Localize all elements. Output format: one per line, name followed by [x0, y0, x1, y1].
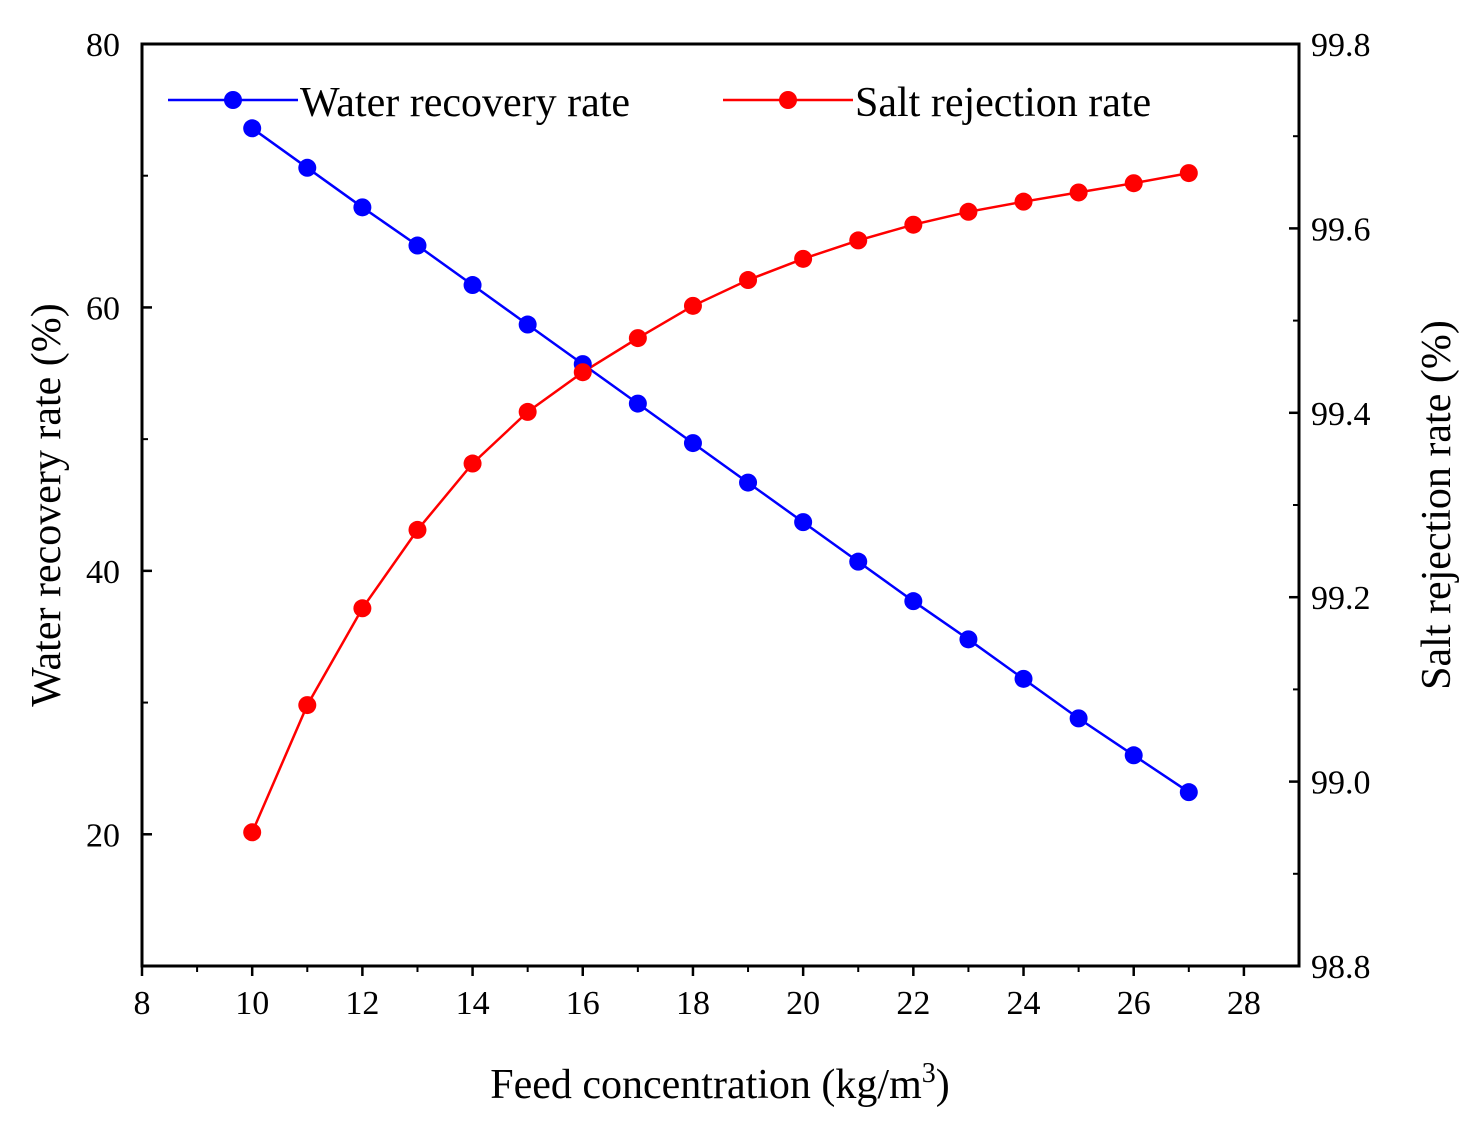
x-tick-label: 24: [1007, 985, 1041, 1022]
salt-data-point: [794, 249, 813, 268]
y-right-tick-label: 99.2: [1311, 580, 1371, 617]
y-left-tick-label: 60: [86, 290, 120, 327]
x-tick-label: 12: [345, 985, 379, 1022]
water-series-line: [251, 127, 1190, 794]
axis-ticks: 8 10 12 14 16 18 20 22 24 26 28 20 40 60 80 98.8 99.0 99.…: [86, 27, 1371, 1022]
water-data-point: [1179, 783, 1198, 802]
salt-data-point: [1069, 183, 1088, 202]
salt-data-point: [298, 696, 317, 715]
salt-data-point: [1014, 192, 1033, 211]
x-tick-label: 8: [134, 985, 151, 1022]
water-data-point: [463, 276, 482, 295]
salt-data-point: [904, 215, 923, 234]
salt-data-point: [628, 329, 647, 348]
legend-water-label: Water recovery rate: [300, 80, 630, 126]
salt-data-point: [243, 823, 262, 842]
water-data-point: [959, 630, 978, 649]
water-data-point: [243, 119, 262, 138]
y-left-tick-label: 40: [86, 554, 120, 591]
y-right-tick-label: 99.8: [1311, 27, 1371, 64]
water-data-point: [1124, 746, 1143, 765]
y-right-tick-label: 99.6: [1311, 211, 1371, 248]
salt-data-point: [573, 363, 592, 382]
salt-data-point: [353, 599, 372, 618]
series-points: [243, 119, 1198, 842]
water-data-point: [1014, 669, 1033, 688]
x-tick-label: 14: [456, 985, 490, 1022]
water-data-point: [794, 513, 813, 532]
water-data-point: [408, 236, 427, 255]
y-left-tick-label: 80: [86, 27, 120, 64]
y-right-tick-label: 99.4: [1311, 396, 1371, 433]
water-data-point: [518, 315, 537, 334]
water-data-point: [904, 592, 923, 611]
salt-data-point: [683, 296, 702, 315]
salt-data-point: [463, 454, 482, 473]
x-tick-label: 18: [676, 985, 710, 1022]
x-axis-title: Feed concentration (kg/m3): [490, 1058, 950, 1108]
water-data-point: [298, 158, 317, 177]
water-data-point: [849, 552, 868, 571]
water-data-point: [683, 434, 702, 453]
legend-water-marker: [224, 91, 242, 109]
x-tick-label: 20: [786, 985, 820, 1022]
salt-data-point: [518, 402, 537, 421]
salt-data-point: [849, 231, 868, 250]
water-data-point: [628, 394, 647, 413]
salt-series-line: [251, 171, 1190, 833]
y-right-tick-label: 99.0: [1311, 765, 1371, 802]
salt-data-point: [959, 202, 978, 221]
x-tick-label: 16: [566, 985, 600, 1022]
legend-salt-label: Salt rejection rate: [855, 80, 1151, 126]
y-left-tick-label: 20: [86, 817, 120, 854]
salt-data-point: [739, 271, 758, 290]
x-tick-label: 28: [1227, 985, 1261, 1022]
x-tick-label: 22: [896, 985, 930, 1022]
series-lines: [251, 127, 1190, 833]
water-data-point: [739, 473, 758, 492]
y-right-tick-label: 98.8: [1311, 949, 1371, 986]
x-tick-label: 10: [235, 985, 269, 1022]
water-data-point: [353, 198, 372, 217]
y-left-axis-title: Water recovery rate (%): [24, 303, 70, 707]
legend-salt-marker: [779, 91, 797, 109]
salt-data-point: [408, 520, 427, 539]
y-right-axis-title: Salt rejection rate (%): [1414, 320, 1460, 690]
salt-data-point: [1124, 174, 1143, 193]
water-data-point: [1069, 709, 1088, 728]
salt-data-point: [1179, 164, 1198, 183]
legend: Water recovery rate Salt rejection rate: [168, 80, 1151, 126]
x-axis-title-sup: 3: [922, 1058, 936, 1089]
x-tick-label: 26: [1117, 985, 1151, 1022]
